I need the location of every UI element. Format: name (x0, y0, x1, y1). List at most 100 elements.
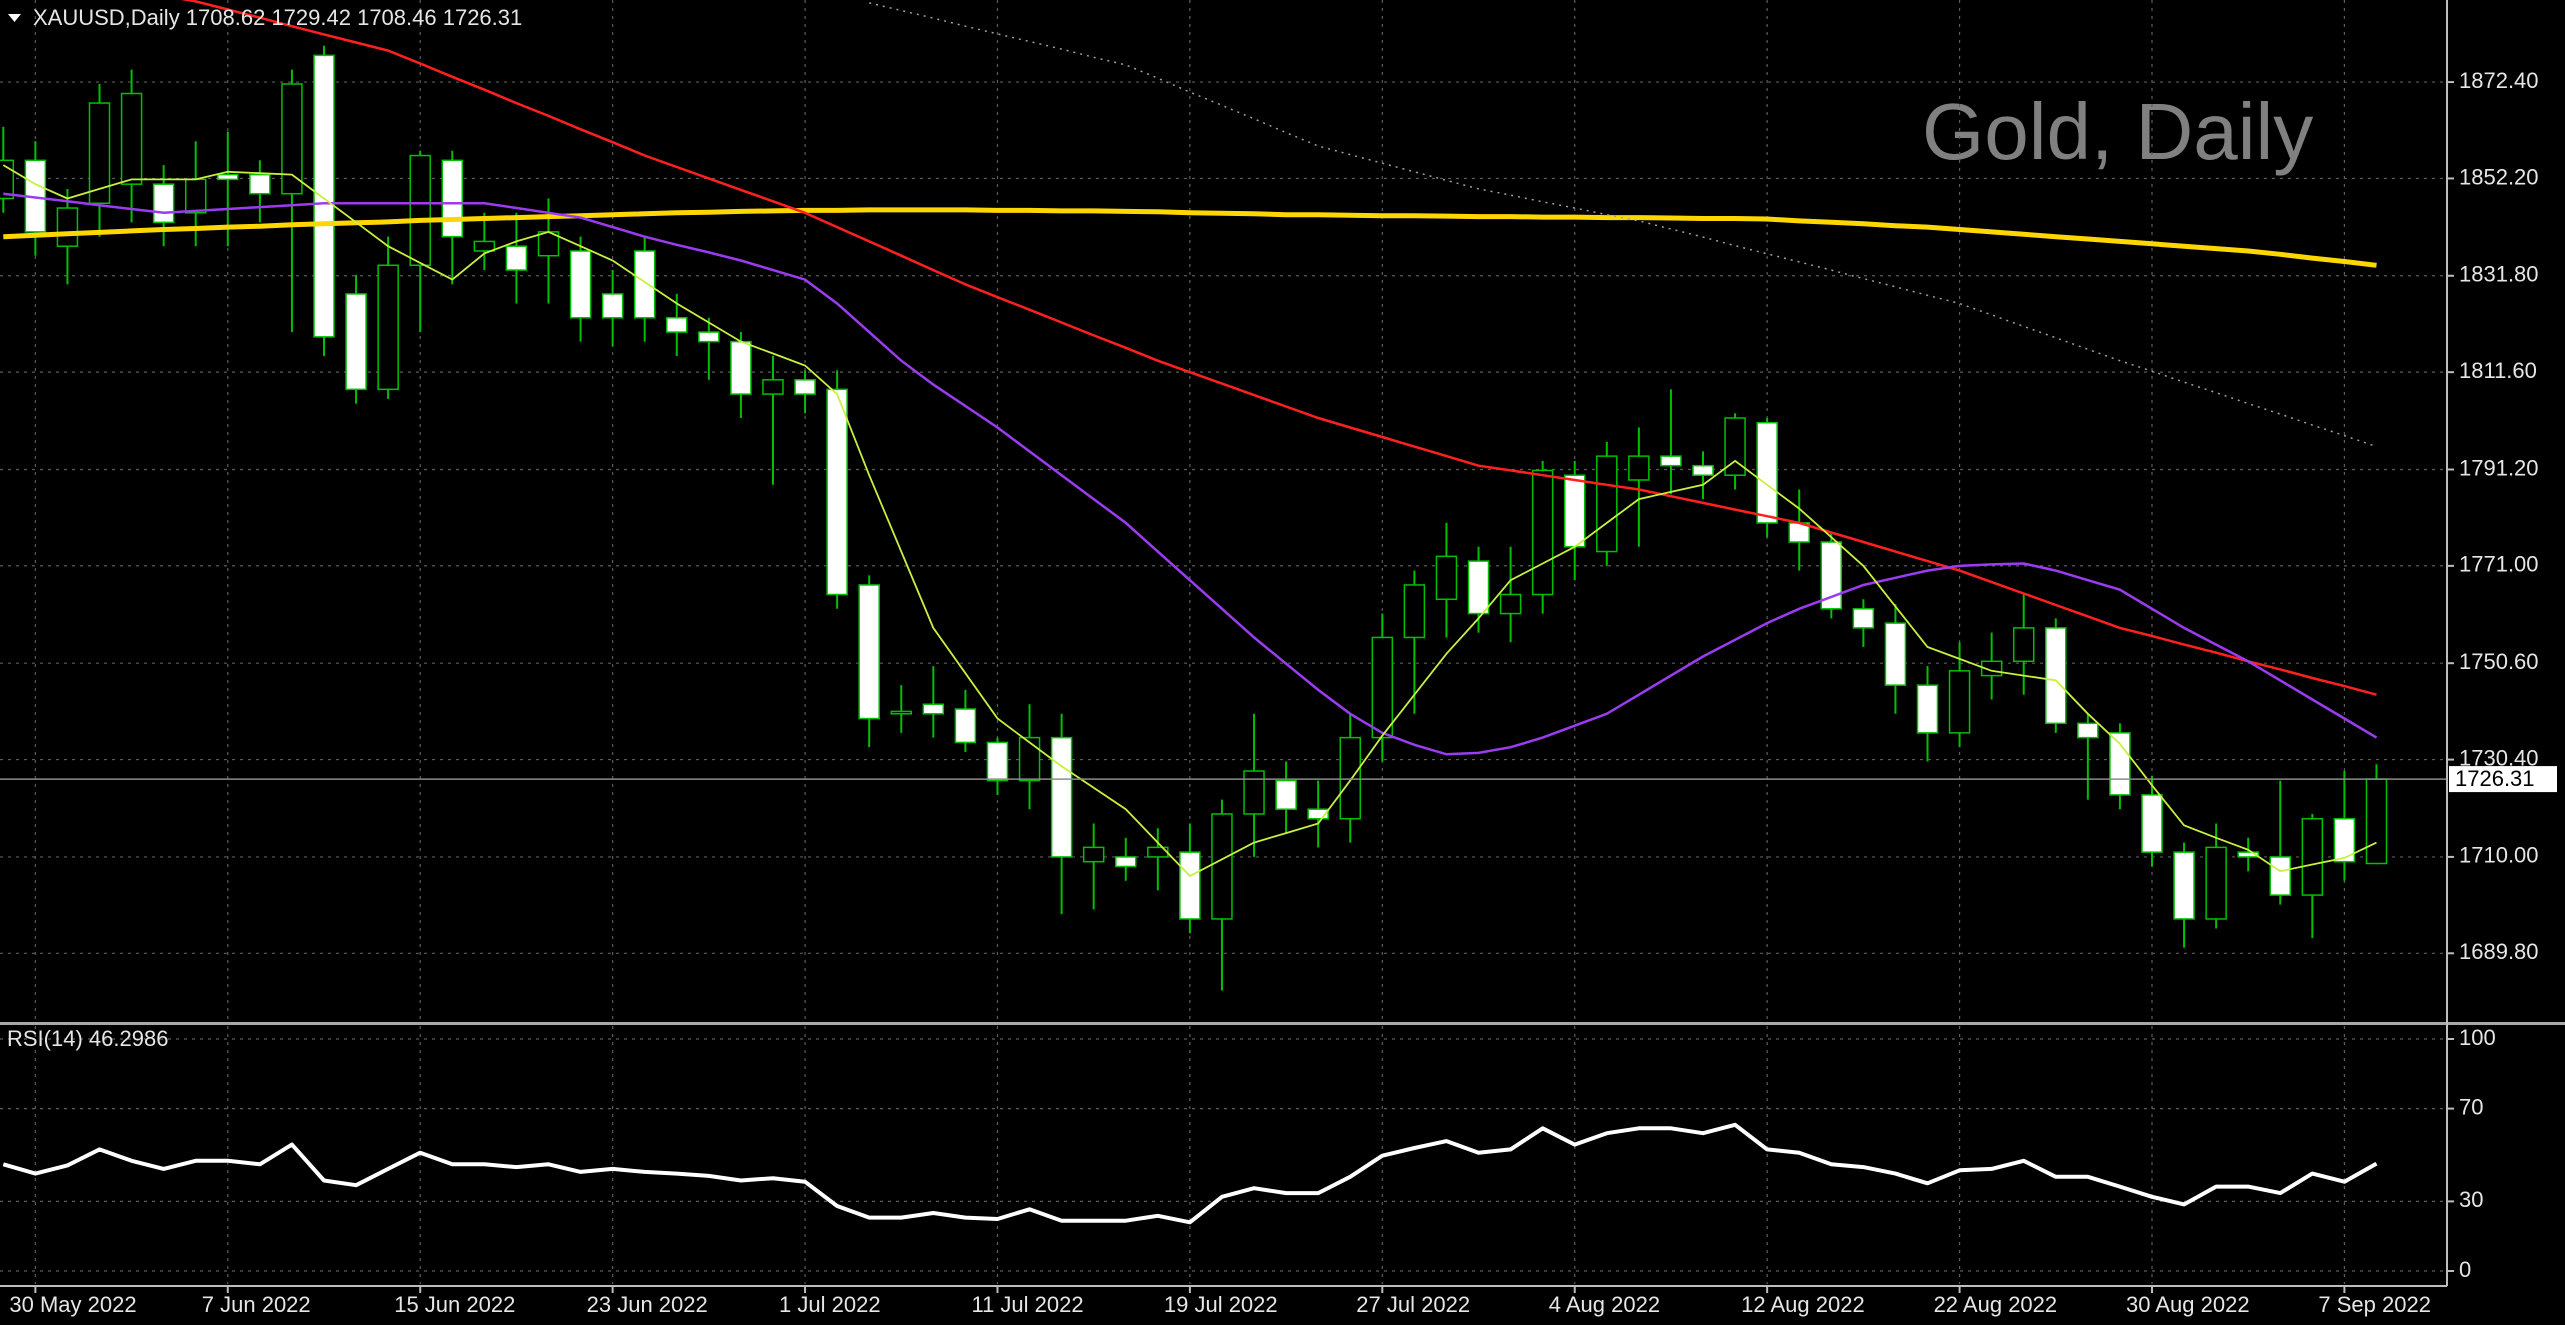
y-tick-label: 1872.40 (2459, 68, 2539, 93)
candle-body (2012, 627, 2035, 663)
y-tick-label: 1831.80 (2459, 262, 2539, 287)
x-tick-label: 4 Aug 2022 (1549, 1292, 1660, 1317)
rsi-panel (0, 1026, 2447, 1284)
candle-body (505, 245, 528, 271)
candle-body (762, 379, 784, 395)
candle-body (954, 708, 977, 744)
candle-body (633, 250, 656, 319)
y-tick-label: 1689.80 (2459, 939, 2539, 964)
rsi-title: RSI(14) 46.2986 (7, 1026, 168, 1051)
x-tick-label: 1 Jul 2022 (779, 1292, 881, 1317)
candle-body (698, 331, 720, 343)
x-tick-label: 30 May 2022 (9, 1292, 136, 1317)
candle-body (2205, 846, 2227, 920)
candle-body (281, 83, 303, 195)
last-price-box (2449, 766, 2557, 793)
candle-body (1211, 813, 1233, 920)
last-price-label: 1726.31 (2455, 766, 2535, 791)
candle-body (1628, 455, 1650, 481)
candle-body (0, 159, 15, 200)
candle-body (986, 741, 1009, 782)
candle-body (2301, 817, 2324, 896)
candle-body (1531, 469, 1554, 596)
candle-body (2109, 732, 2131, 796)
candle-body (1435, 555, 1458, 601)
x-tick-label: 27 Jul 2022 (1356, 1292, 1470, 1317)
candle-body (1916, 684, 1939, 734)
x-tick-label: 7 Jun 2022 (202, 1292, 311, 1317)
candle-body (2365, 778, 2388, 865)
rsi-line (2, 1122, 2378, 1225)
candle-body (1082, 846, 1105, 863)
candle-body (1339, 736, 1361, 820)
candle-body (345, 293, 367, 391)
candle-body (1724, 417, 1746, 476)
x-tick-label: 19 Jul 2022 (1164, 1292, 1278, 1317)
candle-body (1852, 608, 1875, 629)
candle-body (1371, 636, 1394, 739)
x-tick-label: 11 Jul 2022 (971, 1292, 1083, 1317)
x-tick-label: 22 Aug 2022 (1934, 1292, 2058, 1317)
candle-body (473, 240, 496, 252)
candle-body (569, 250, 592, 319)
candle-body (794, 379, 816, 395)
watermark: Gold, Daily (1922, 87, 2313, 176)
candle-body (249, 173, 271, 195)
moving-average (3, 207, 2377, 268)
x-tick-label: 30 Aug 2022 (2126, 1292, 2250, 1317)
candle-body (730, 340, 752, 395)
candle-body (2141, 794, 2163, 853)
candle-body (1467, 560, 1490, 615)
y-tick-label: 1771.00 (2459, 552, 2539, 577)
candle-body (2045, 627, 2067, 725)
x-tick-label: 7 Sep 2022 (2318, 1292, 2431, 1317)
candle-body (1307, 808, 1329, 820)
candle-body (1403, 584, 1426, 639)
candle-body (1499, 593, 1522, 615)
y-tick-label: 1791.20 (2459, 455, 2539, 480)
candle-body (1018, 736, 1041, 782)
candle-body (377, 264, 399, 391)
candle-body (858, 584, 880, 720)
candle-body (922, 703, 945, 715)
candle-body (88, 102, 111, 205)
moving-average (2, 164, 2377, 878)
candle-body (2077, 722, 2099, 739)
y-tick-label: 1852.20 (2459, 164, 2539, 189)
moving-average (869, 2, 2377, 448)
candle-body (56, 207, 79, 247)
moving-average (3, 192, 2378, 756)
candle-body (1179, 851, 1201, 920)
candle-body (1596, 455, 1618, 553)
candle-body (120, 92, 143, 185)
moving-average (180, 0, 2377, 696)
candle-body (1660, 455, 1682, 467)
candle-body (826, 388, 848, 596)
candle-body (890, 710, 913, 715)
price-panel (0, 0, 2447, 1022)
candle-body (1820, 541, 1843, 610)
candle-body (313, 54, 335, 338)
candle-body (2173, 851, 2195, 920)
candle-body (1948, 670, 1971, 734)
candle-body (1884, 622, 1907, 686)
menu-triangle[interactable] (8, 14, 21, 22)
y-tick-label: 70 (2459, 1094, 2483, 1119)
candle-body (184, 178, 207, 214)
candle-body (2269, 856, 2292, 896)
candle-body (666, 317, 688, 333)
candle-body (152, 183, 175, 224)
x-tick-label: 12 Aug 2022 (1741, 1292, 1865, 1317)
y-tick-label: 0 (2459, 1257, 2471, 1282)
candle-body (1050, 736, 1073, 858)
candle-body (1563, 474, 1586, 548)
candle-body (1275, 779, 1297, 810)
y-tick-label: 1710.00 (2459, 843, 2539, 868)
candle-body (1243, 770, 1265, 815)
chart-header: XAUUSD,Daily 1708.62 1729.42 1708.46 172… (33, 5, 522, 30)
candle-body (409, 154, 431, 267)
y-tick-label: 1811.60 (2459, 358, 2537, 383)
